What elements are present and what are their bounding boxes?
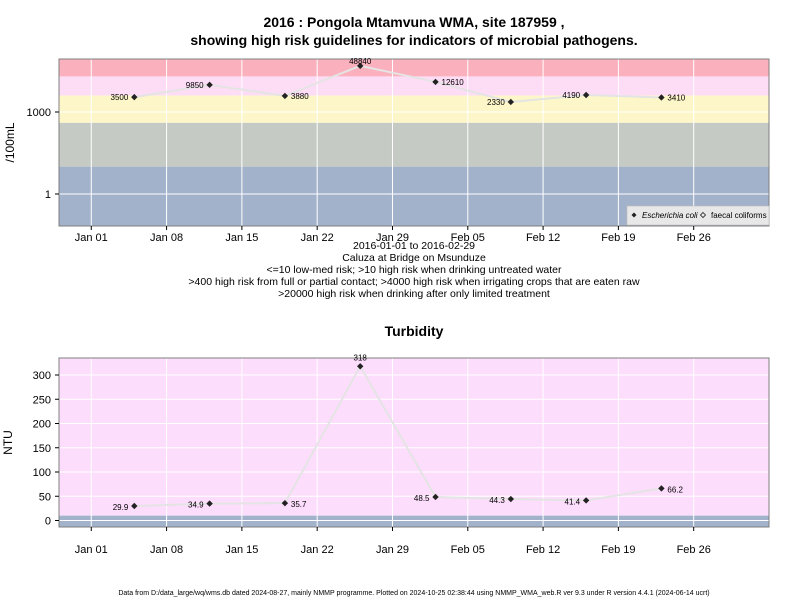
- subtitle-date-range: 2016-01-01 to 2016-02-29: [353, 240, 475, 252]
- data-point-ecoli: [432, 78, 439, 86]
- y-tick-label: 300: [33, 370, 51, 382]
- x-tick-label: Jan 01: [75, 544, 108, 556]
- data-point-turbidity: [658, 485, 665, 492]
- data-label-turbidity: 318: [354, 353, 368, 362]
- plot-frame: [58, 357, 770, 528]
- series-line-turbidity: [134, 364, 662, 507]
- risk-band-contact: [59, 95, 769, 123]
- subtitle-site-name: Caluza at Bridge on Msunduze: [342, 252, 486, 264]
- microbial-panel: 1 1000/100mL Jan 01 Jan 08 Jan 15 Jan 22 Jan 2…: [3, 57, 770, 244]
- turbidity-panel: 0 50 100 150 200 250 300 NTU Jan 01 Jan 08 Jan 15 J…: [1, 353, 770, 556]
- turbidity-band-high: [59, 358, 769, 516]
- legend-faecal-marker: [699, 211, 707, 219]
- data-label-turbidity: 29.9: [113, 503, 129, 512]
- x-tick-label: Jan 08: [150, 544, 183, 556]
- x-tick-label: Feb 12: [526, 232, 560, 244]
- data-label-ecoli: 3500: [111, 93, 129, 102]
- footer-note: Data from D:/data_large/wq/wms.db dated …: [118, 590, 709, 597]
- y-tick-label: 0: [45, 516, 51, 528]
- data-point-ecoli: [582, 91, 590, 99]
- legend-ecoli-marker: [631, 212, 637, 218]
- data-point-turbidity: [206, 500, 213, 507]
- data-point-turbidity: [582, 497, 590, 504]
- subtitle-risk-treatment: >20000 high risk when drinking after onl…: [278, 288, 550, 300]
- x-tick-label: Jan 15: [225, 232, 258, 244]
- data-point-ecoli: [507, 98, 515, 106]
- data-label-ecoli: 9850: [186, 81, 204, 90]
- x-tick-label: Jan 01: [75, 232, 108, 244]
- x-tick-label: Feb 26: [677, 544, 711, 556]
- risk-band-high-irrigation: [59, 76, 769, 96]
- data-label-turbidity: 66.2: [667, 485, 683, 494]
- data-label-ecoli: 2330: [487, 98, 505, 107]
- x-tick-label: Jan 15: [225, 544, 258, 556]
- chart-title-line2: showing high risk guidelines for indicat…: [190, 32, 637, 48]
- data-label-ecoli: 3410: [667, 93, 685, 102]
- data-label-ecoli: 4190: [562, 91, 580, 100]
- x-tick-label: Feb 12: [526, 544, 560, 556]
- y-axis-label: /100mL: [3, 122, 17, 162]
- subtitle-risk-contact: >400 high risk from full or partial cont…: [188, 276, 640, 288]
- legend-faecal-label: faecal coliforms: [711, 211, 767, 220]
- data-label-turbidity: 41.4: [565, 497, 581, 506]
- y-tick-label: 50: [39, 491, 51, 503]
- data-label-ecoli: 48840: [349, 57, 372, 66]
- y-tick-label: 100: [33, 467, 51, 479]
- x-tick-label: Jan 22: [301, 232, 334, 244]
- x-tick-label: Feb 26: [677, 232, 711, 244]
- x-tick-label: Feb 19: [601, 232, 635, 244]
- turbidity-title: Turbidity: [385, 323, 444, 339]
- data-point-turbidity: [281, 499, 289, 507]
- x-tick-label: Feb 05: [451, 544, 485, 556]
- data-point-turbidity: [357, 363, 364, 370]
- y-tick-label: 150: [33, 443, 51, 455]
- data-point-ecoli: [281, 92, 289, 100]
- legend-ecoli-label: Escherichia coli: [642, 211, 698, 220]
- data-point-turbidity: [131, 502, 138, 510]
- x-tick-label: Jan 22: [301, 544, 334, 556]
- x-tick-label: Jan 08: [150, 232, 183, 244]
- plot-frame: [58, 58, 770, 227]
- y-tick-label: 250: [33, 394, 51, 406]
- data-point-ecoli: [658, 94, 665, 101]
- data-label-ecoli: 3880: [291, 92, 309, 101]
- data-label-turbidity: 35.7: [291, 500, 307, 509]
- data-point-ecoli: [357, 62, 364, 70]
- legend-box: [626, 205, 770, 226]
- subtitle-risk-drinking: <=10 low-med risk; >10 high risk when dr…: [266, 264, 562, 276]
- chart-title-line1: 2016 : Pongola Mtamvuna WMA, site 187959…: [263, 14, 564, 30]
- y-tick-label: 200: [33, 419, 51, 431]
- risk-band-drinking: [59, 122, 769, 167]
- data-label-turbidity: 34.9: [188, 501, 204, 510]
- data-point-turbidity: [507, 495, 515, 503]
- data-point-turbidity: [432, 493, 439, 501]
- data-label-turbidity: 44.3: [489, 496, 505, 505]
- y-tick-label: 1000: [27, 107, 51, 119]
- y-axis-label: NTU: [1, 430, 15, 455]
- data-label-ecoli: 12610: [442, 78, 465, 87]
- data-label-turbidity: 48.5: [414, 494, 430, 503]
- x-tick-label: Jan 29: [376, 544, 409, 556]
- legend: Escherichia coli faecal coliforms: [626, 205, 770, 226]
- data-point-ecoli: [131, 93, 138, 101]
- data-point-ecoli: [206, 81, 213, 89]
- subtitle-block: 2016-01-01 to 2016-02-29 Caluza at Bridg…: [188, 240, 640, 300]
- x-tick-label: Feb 19: [601, 544, 635, 556]
- y-tick-label: 1: [45, 189, 51, 201]
- series-line-ecoli: [134, 64, 662, 103]
- risk-band-very-high: [59, 59, 769, 77]
- x-tick-label: Jan 29: [376, 232, 409, 244]
- turbidity-band-low: [59, 515, 769, 527]
- x-tick-label: Feb 05: [451, 232, 485, 244]
